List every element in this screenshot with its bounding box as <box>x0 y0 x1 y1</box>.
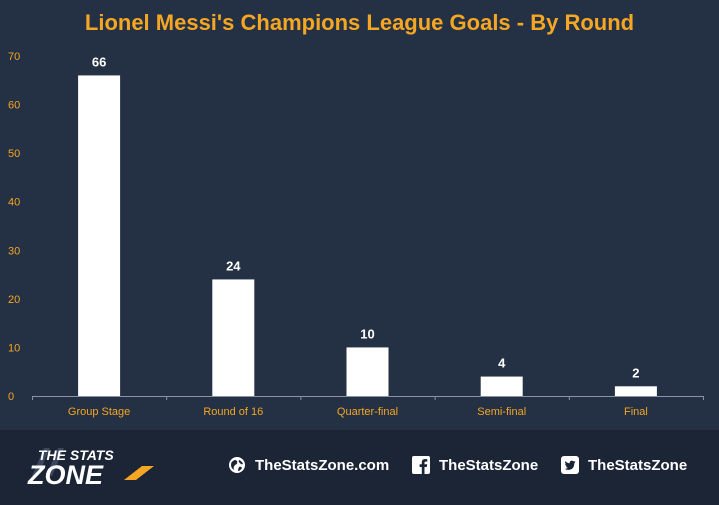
globe-icon <box>229 457 245 473</box>
x-tick-label: Semi-final <box>477 406 526 418</box>
y-tick-label: 70 <box>8 51 20 63</box>
value-label: 66 <box>92 54 106 69</box>
y-tick-label: 50 <box>8 148 20 160</box>
website-link[interactable]: TheStatsZone.com <box>228 456 389 474</box>
x-tick-label: Group Stage <box>68 406 130 418</box>
value-label: 24 <box>226 258 241 273</box>
facebook-label: TheStatsZone <box>439 456 539 474</box>
bar <box>78 75 121 396</box>
y-tick-label: 30 <box>8 245 20 257</box>
logo-line1: THE STATS <box>38 447 114 463</box>
x-tick-label: Final <box>624 406 648 418</box>
logo-line2: ZONE <box>27 460 104 490</box>
twitter-link[interactable]: TheStatsZone <box>561 456 687 474</box>
bar <box>212 279 255 396</box>
the-stats-zone-logo: THE STATS ZONE <box>27 447 154 490</box>
footer: THE STATS ZONE TheStatsZone.com TheStats… <box>0 430 719 505</box>
y-tick-label: 60 <box>8 100 20 112</box>
bar <box>480 376 523 396</box>
value-label: 10 <box>360 326 374 341</box>
value-label: 4 <box>498 356 506 371</box>
twitter-icon <box>561 456 579 474</box>
y-tick-label: 20 <box>8 294 20 306</box>
facebook-icon <box>412 456 430 474</box>
x-tick-label: Round of 16 <box>203 406 263 418</box>
x-tick-label: Quarter-final <box>337 406 398 418</box>
website-label: TheStatsZone.com <box>255 456 390 474</box>
bar <box>346 347 389 396</box>
twitter-label: TheStatsZone <box>588 456 688 474</box>
y-tick-label: 0 <box>8 391 14 403</box>
y-tick-label: 40 <box>8 197 20 209</box>
bar <box>614 386 657 396</box>
value-label: 2 <box>632 365 639 380</box>
y-tick-label: 10 <box>8 342 20 354</box>
facebook-link[interactable]: TheStatsZone <box>412 456 538 474</box>
chart-title: Lionel Messi's Champions League Goals - … <box>84 10 635 35</box>
